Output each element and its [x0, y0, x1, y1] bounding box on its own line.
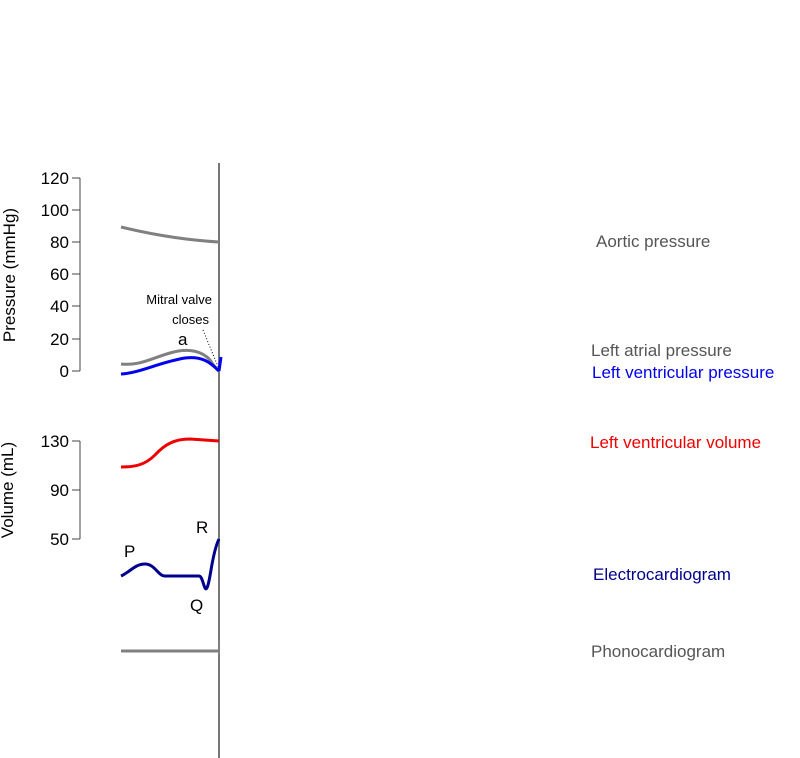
mitral-valve-pointer	[202, 329, 220, 370]
legend-electrocardiogram: Electrocardiogram	[593, 565, 731, 584]
pressure-tick-label: 80	[50, 233, 69, 252]
legend-aortic-pressure: Aortic pressure	[596, 232, 710, 251]
pressure-tick-label: 120	[41, 169, 69, 188]
left-ventricular-pressure-curve	[120, 356, 223, 376]
volume-axis-title: Volume (mL)	[0, 442, 17, 538]
pressure-tick-label: 40	[50, 297, 69, 316]
pressure-axis: 120 100 80 60 40 20 0 Pressure (mmHg)	[0, 169, 81, 381]
atrial-a-wave-label: a	[178, 330, 188, 349]
ecg-r-label: R	[196, 518, 208, 537]
ecg-curve	[120, 538, 221, 591]
left-ventricular-volume-curve	[120, 437, 220, 469]
pressure-tick-label: 60	[50, 265, 69, 284]
legend-left-ventricular-volume: Left ventricular volume	[590, 433, 761, 452]
ecg-q-label: Q	[190, 596, 203, 615]
volume-tick-label: 50	[50, 530, 69, 549]
volume-axis: 130 90 50 Volume (mL)	[0, 432, 81, 549]
legend-left-atrial-pressure: Left atrial pressure	[591, 341, 732, 360]
ecg-p-label: P	[124, 542, 135, 561]
legend-left-ventricular-pressure: Left ventricular pressure	[592, 363, 774, 382]
pressure-axis-title: Pressure (mmHg)	[0, 208, 19, 342]
pressure-tick-label: 20	[50, 330, 69, 349]
volume-tick-label: 90	[50, 481, 69, 500]
pressure-tick-label: 100	[41, 201, 69, 220]
aortic-pressure-curve	[120, 225, 220, 244]
volume-tick-label: 130	[41, 432, 69, 451]
pressure-tick-label: 0	[60, 362, 69, 381]
legend-phonocardiogram: Phonocardiogram	[591, 642, 725, 661]
mitral-valve-label-line2: closes	[172, 312, 209, 327]
mitral-valve-label-line1: Mitral valve	[146, 292, 212, 307]
